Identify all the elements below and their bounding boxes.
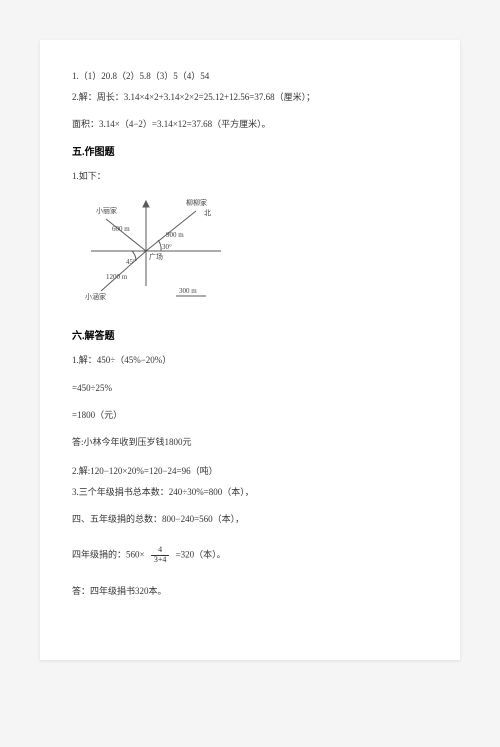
s6-2: 2.解:120−120×20%=120−24=96（吨） — [72, 463, 428, 480]
answer-line-2: 2.解：周长：3.14×4×2+3.14×2×2=25.12+12.56=37.… — [72, 89, 428, 106]
diagram-label-bottomleft: 小涵家 — [85, 292, 106, 301]
diagram-label-600: 600 m — [112, 225, 130, 233]
diagram-label-compass: 北 — [204, 209, 211, 217]
diagram-label-30: 30° — [162, 243, 172, 251]
diagram-label-1200: 1200 m — [106, 273, 128, 281]
direction-diagram: 小丽家 柳柳家 北 600 m 900 m 30° 45° 广场 1200 m … — [76, 191, 428, 317]
fraction: 4 3+4 — [151, 546, 170, 565]
document-page: 1.（1）20.8（2）5.8（3）5（4）54 2.解：周长：3.14×4×2… — [40, 40, 460, 660]
section-5-title: 五.作图题 — [72, 143, 428, 162]
diagram-label-900: 900 m — [166, 231, 184, 239]
answer-line-2b: 面积：3.14×（4−2）=3.14×12=37.68（平方厘米）。 — [72, 116, 428, 133]
s6-3a: 3.三个年级捐书总本数：240÷30%=800（本）， — [72, 484, 428, 501]
fraction-denominator: 3+4 — [151, 556, 170, 565]
section-5-item-1: 1.如下： — [72, 168, 428, 185]
s6-1b: =450÷25% — [72, 380, 428, 397]
diagram-label-topright: 柳柳家 — [186, 198, 207, 207]
s6-3b: 四、五年级捐的总数：800−240=560（本）， — [72, 511, 428, 528]
s6-3c-pre: 四年级捐的：560× — [72, 549, 145, 559]
diagram-label-center: 广场 — [149, 252, 163, 261]
section-6-title: 六.解答题 — [72, 327, 428, 346]
s6-1c: =1800（元） — [72, 407, 428, 424]
s6-1d: 答:小林今年收到压岁钱1800元 — [72, 434, 428, 451]
answer-line-1: 1.（1）20.8（2）5.8（3）5（4）54 — [72, 68, 428, 85]
s6-3c-post: =320（本）。 — [176, 549, 226, 559]
diagram-label-topleft: 小丽家 — [96, 206, 117, 215]
diagram-label-45: 45° — [126, 258, 136, 266]
s6-3c: 四年级捐的：560× 4 3+4 =320（本）。 — [72, 546, 428, 565]
s6-1a: 1.解：450÷（45%−20%） — [72, 352, 428, 369]
diagram-label-scale: 300 m — [179, 287, 197, 295]
s6-3d: 答：四年级捐书320本。 — [72, 583, 428, 600]
